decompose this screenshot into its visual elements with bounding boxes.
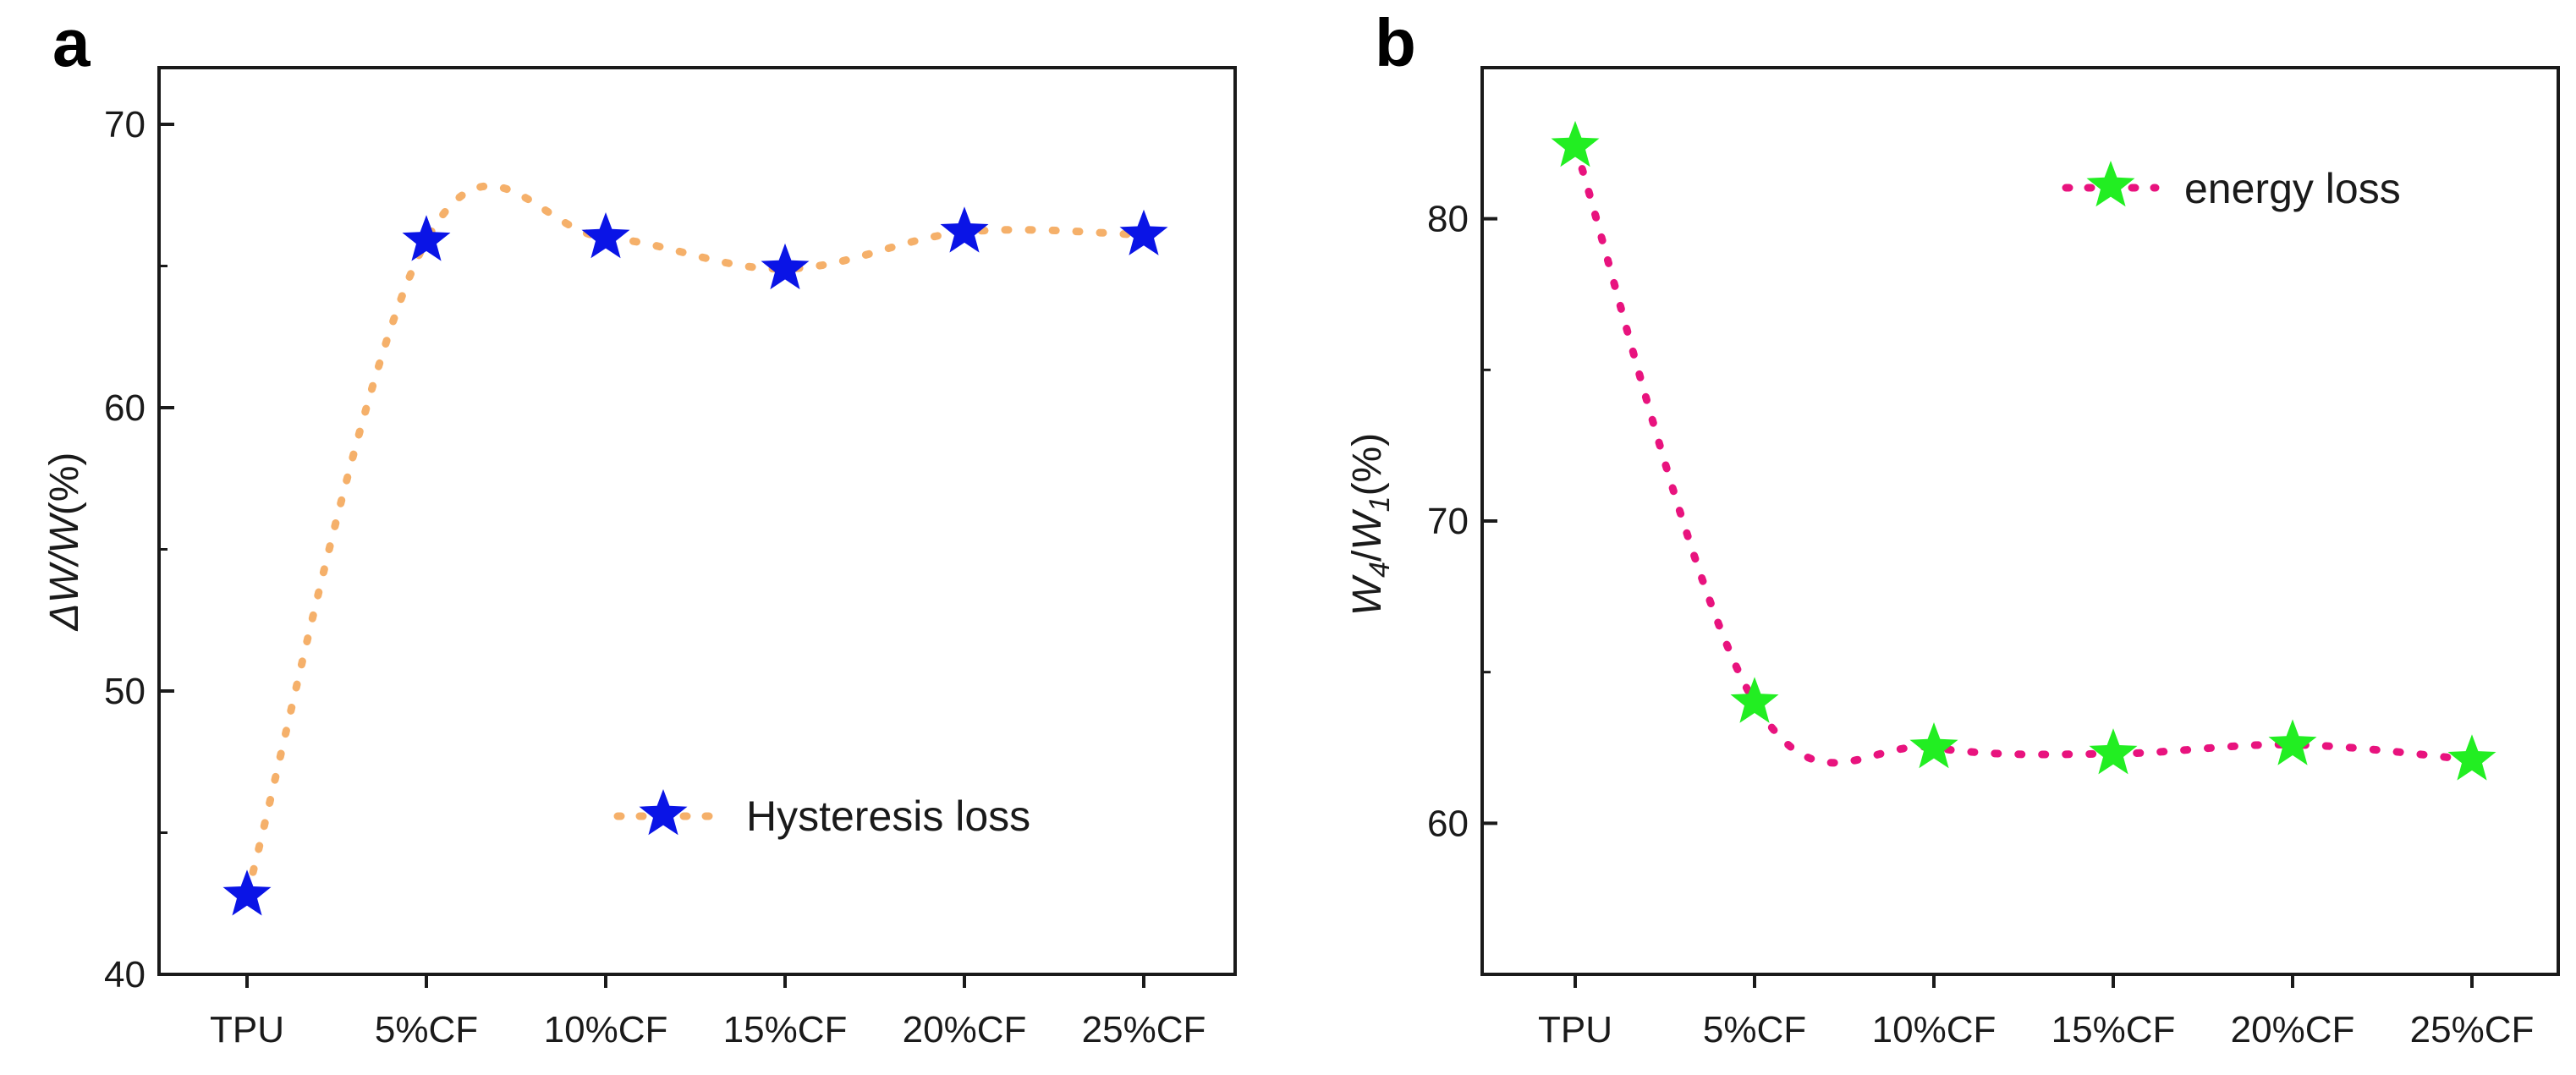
panel-b-data-point-star [2089,728,2138,775]
panel-b-data-point-star [1730,677,1779,723]
panel-a-y-ticks: 40 50 60 70 [104,104,174,995]
panel-b-series-path [1571,142,2476,767]
panel-b-data-point-star [2268,719,2317,765]
panel-b-y-axis-title-sub1: 1 [1364,496,1396,512]
panel-b-x-tick-label: 5%CF [1703,1009,1806,1050]
panel-a-plot-frame [157,66,1237,976]
panel-a-series-line [243,182,1148,899]
panel-a-data-point-star [940,206,989,253]
panel-a-legend: Hysteresis loss [613,789,1030,840]
panel-a-x-tick-label: 10%CF [544,1009,668,1050]
panel-b-data-point-star [1909,722,1958,769]
panel-b-y-axis-title: W4/W1(%) [1345,433,1396,616]
panel-b-y-tick-label: 70 [1427,501,1469,542]
panel-b-y-ticks: 60 70 80 [1427,66,1497,976]
panel-b-y-axis-title-w4: W [1345,573,1390,616]
panel-b-legend-label: energy loss [2184,165,2401,212]
panel-b-x-tick-label: 15%CF [2051,1009,2176,1050]
panel-a-x-tick-label: 5%CF [375,1009,478,1050]
panel-b-x-tick-label: 10%CF [1872,1009,1997,1050]
panel-a-data-point-star [222,869,272,916]
panel-b-y-axis-title-unit: (%) [1345,433,1390,496]
panel-b-x-ticks: TPU 5%CF 10%CF 15%CF 20%CF 25%CF [1538,974,2534,1050]
panel-b-x-tick-label: 20%CF [2231,1009,2355,1050]
panel-a-data-point-star [1119,209,1168,255]
panel-b-legend: energy loss [2062,161,2401,212]
panel-b-y-tick-label: 60 [1427,803,1469,844]
panel-b-y-axis-title-w1: W [1345,508,1390,551]
panel-a-data-point-star [402,215,451,261]
panel-b-legend-star-icon [2086,161,2135,207]
panel-a-markers [222,206,1168,916]
panel-a-series-path [243,182,1148,899]
panel-b-x-tick-label: TPU [1538,1009,1612,1050]
panel-a-y-tick-label: 50 [104,671,146,712]
panel-a-y-tick-label: 40 [104,954,146,995]
panel-a-legend-label: Hysteresis loss [746,793,1030,840]
panel-b-data-point-star [2447,734,2496,781]
panel-b-plot-frame [1480,66,2560,976]
panel-a-y-axis-title-unit: (%) [42,452,87,516]
panel-a-label: a [52,5,91,80]
panel-b-y-axis-title-slash: / [1345,550,1390,562]
panel-a-y-tick-label: 60 [104,387,146,429]
panel-a-data-point-star [761,243,810,290]
panel-b-label: b [1375,5,1416,80]
panel-b-markers [1551,120,2496,781]
panel-a-x-ticks: TPU 5%CF 10%CF 15%CF 20%CF 25%CF [210,974,1206,1050]
panel-b-data-point-star [1551,120,1600,167]
panel-a-x-tick-label: 25%CF [1082,1009,1206,1050]
panel-a: a ΔW/W(%) 40 50 60 70 TPU 5%CF 10%CF 15%CF 20%C… [42,5,1237,1050]
panel-a-y-axis-title-main: ΔW/W [42,512,87,632]
panel-b-series-line [1571,142,2476,767]
panel-a-data-point-star [581,212,630,259]
panel-a-y-tick-label: 70 [104,104,146,145]
panel-a-x-tick-label: 20%CF [903,1009,1027,1050]
panel-b-y-tick-label: 80 [1427,199,1469,240]
panel-a-legend-star-icon [639,789,688,836]
panel-a-x-tick-label: TPU [210,1009,284,1050]
panel-b-y-axis-title-sub4: 4 [1364,562,1396,578]
panel-a-y-axis-title: ΔW/W(%) [42,452,87,632]
panel-b-x-tick-label: 25%CF [2410,1009,2535,1050]
panel-a-x-tick-label: 15%CF [723,1009,848,1050]
